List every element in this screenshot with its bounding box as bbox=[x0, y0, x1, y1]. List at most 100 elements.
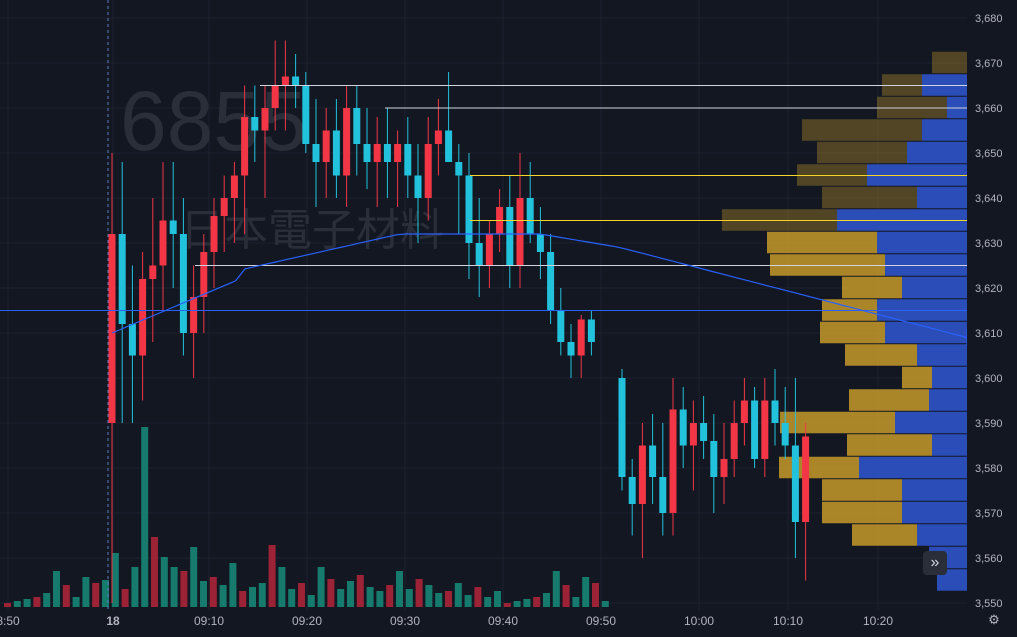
profile-bar-sell bbox=[820, 321, 885, 344]
price-tick-label: 3,620 bbox=[975, 283, 1003, 295]
volume-bar bbox=[415, 579, 423, 607]
candle-body bbox=[404, 144, 412, 176]
volume-bar bbox=[219, 585, 227, 607]
candle-body bbox=[465, 175, 473, 243]
volume-bar bbox=[23, 599, 31, 607]
candle-body bbox=[649, 445, 657, 477]
candle-body bbox=[689, 423, 697, 446]
volume-bar bbox=[131, 567, 139, 607]
candle-body bbox=[230, 175, 238, 198]
volume-bar bbox=[347, 581, 354, 607]
candle-body bbox=[281, 76, 289, 86]
candle-body bbox=[159, 220, 167, 266]
watermark-name: 日本電子材料 bbox=[180, 206, 444, 255]
candle-body bbox=[628, 477, 636, 504]
time-tick-label: 09:40 bbox=[488, 614, 518, 628]
profile-bar-sell bbox=[802, 119, 922, 141]
volume-bar bbox=[180, 571, 188, 607]
volume-bar bbox=[278, 567, 286, 607]
candle-body bbox=[751, 400, 759, 459]
price-tick-label: 3,580 bbox=[975, 463, 1003, 475]
candle-body bbox=[618, 378, 626, 477]
time-tick-label: 09:10 bbox=[194, 614, 224, 628]
candle-body bbox=[710, 441, 718, 477]
profile-bar-buy bbox=[929, 389, 967, 411]
volume-bar bbox=[327, 579, 335, 607]
price-tick-label: 3,660 bbox=[975, 103, 1003, 115]
volume-bar bbox=[405, 589, 413, 607]
price-tick-label: 3,670 bbox=[975, 58, 1003, 70]
profile-bar-sell bbox=[852, 524, 917, 546]
volume-bar bbox=[102, 580, 109, 607]
profile-bar-sell bbox=[849, 389, 929, 411]
volume-bar bbox=[572, 597, 580, 607]
price-tick-label: 3,570 bbox=[975, 508, 1003, 520]
candle-body bbox=[424, 144, 432, 198]
volume-bar bbox=[170, 567, 178, 607]
volume-bar bbox=[141, 427, 149, 607]
volume-bar bbox=[484, 597, 492, 607]
profile-bar-buy bbox=[907, 141, 967, 164]
volume-bar bbox=[454, 583, 462, 607]
volume-bar bbox=[62, 585, 70, 607]
profile-bar-buy bbox=[902, 479, 967, 501]
volume-bar bbox=[151, 537, 158, 607]
scroll-to-realtime-button[interactable]: » bbox=[923, 551, 947, 575]
candle-body bbox=[445, 130, 453, 162]
price-tick-label: 3,560 bbox=[975, 553, 1003, 565]
time-tick-label: 8:50 bbox=[0, 614, 20, 628]
profile-bar-buy bbox=[877, 231, 967, 254]
time-tick-label: 10:20 bbox=[863, 614, 893, 628]
candle-body bbox=[373, 144, 381, 162]
candle-body bbox=[557, 310, 565, 342]
profile-bar-sell bbox=[932, 51, 967, 74]
profile-bar-buy bbox=[885, 321, 967, 344]
price-tick-label: 3,600 bbox=[975, 373, 1003, 385]
volume-bar bbox=[533, 597, 541, 607]
candle-body bbox=[547, 252, 555, 311]
profile-bar-buy bbox=[902, 501, 967, 524]
time-tick-label: 10:10 bbox=[773, 614, 803, 628]
time-tick-label: 09:20 bbox=[292, 614, 322, 628]
volume-bar bbox=[337, 589, 345, 607]
profile-bar-buy bbox=[895, 411, 967, 434]
time-tick-label: 10:00 bbox=[684, 614, 714, 628]
volume-bar bbox=[200, 581, 207, 607]
candle-body bbox=[638, 445, 646, 504]
candle-body bbox=[587, 319, 595, 342]
profile-bar-sell bbox=[822, 186, 917, 209]
profile-bar-sell bbox=[767, 231, 877, 254]
time-tick-label: 09:30 bbox=[390, 614, 420, 628]
profile-bar-buy bbox=[859, 456, 967, 479]
candle-body bbox=[302, 85, 310, 144]
candle-body bbox=[332, 130, 340, 176]
profile-bar-sell bbox=[847, 434, 932, 456]
candle-body bbox=[567, 342, 575, 356]
candle-body bbox=[190, 297, 198, 333]
candle-body bbox=[169, 220, 177, 234]
candle-body bbox=[679, 409, 687, 446]
volume-bar bbox=[582, 577, 590, 607]
candle-body bbox=[149, 265, 157, 279]
candle-body bbox=[128, 324, 136, 356]
volume-bar bbox=[386, 585, 394, 607]
time-axis-bg bbox=[0, 610, 967, 632]
profile-bar-buy bbox=[917, 344, 967, 366]
candle-body bbox=[659, 477, 667, 513]
profile-bar-sell bbox=[842, 276, 902, 299]
candle-body bbox=[740, 400, 748, 423]
volume-bar bbox=[72, 597, 80, 607]
gear-icon[interactable]: ⚙ bbox=[988, 612, 1000, 627]
candle-body bbox=[485, 234, 493, 266]
candle-body bbox=[791, 445, 799, 522]
profile-bar-sell bbox=[780, 411, 895, 434]
candle-body bbox=[271, 85, 279, 108]
candle-body bbox=[118, 234, 126, 324]
candle-body bbox=[383, 144, 391, 162]
volume-bar bbox=[445, 591, 452, 607]
candle-body bbox=[394, 144, 402, 162]
volume-bar bbox=[552, 571, 560, 607]
volume-bar bbox=[121, 589, 129, 607]
